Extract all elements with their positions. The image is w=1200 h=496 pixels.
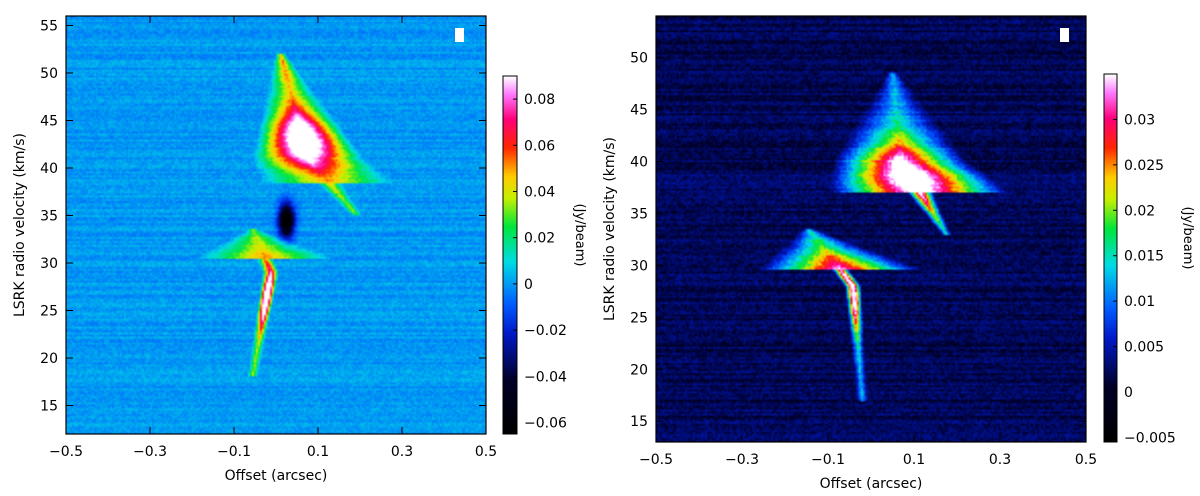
pv-panel-2: −0.5 −0.3 −0.1 0.1 0.3 0.5 15 20 25 30 35 40 45 50 Of…: [602, 15, 1195, 492]
plot-frame: [655, 15, 1087, 443]
plot-frame: [65, 15, 487, 435]
colorbar-tick-label: 0.08: [524, 92, 555, 108]
y-tick-label: 15: [630, 414, 648, 430]
x-tick-label: 0.3: [989, 452, 1011, 468]
y-tick-label: 50: [40, 66, 58, 82]
colorbar: [503, 76, 517, 434]
colorbar-tick-label: −0.04: [524, 369, 567, 385]
axis-ticks: −0.5 −0.3 −0.1 0.1 0.3 0.5 15 20 25 30 35 40 45 50: [630, 16, 1097, 468]
colorbar: [1104, 74, 1117, 442]
colorbar-label: (Jy/beam): [572, 204, 587, 267]
colorbar-tick-label: 0.01: [1124, 294, 1155, 310]
y-tick-label: 55: [40, 19, 58, 35]
y-tick-label: 50: [630, 51, 648, 67]
y-tick-label: 45: [40, 114, 58, 130]
y-tick-label: 25: [40, 304, 58, 320]
y-tick-label: 40: [40, 161, 58, 177]
x-tick-label: −0.3: [133, 444, 167, 460]
x-axis-label: Offset (arcsec): [820, 476, 923, 492]
colorbar-tick-label: 0.025: [1124, 158, 1164, 174]
y-tick-label: 40: [630, 154, 648, 170]
x-tick-label: 0.1: [307, 444, 329, 460]
y-axis-label: LSRK radio velocity (km/s): [12, 133, 28, 317]
x-tick-label: −0.3: [725, 452, 759, 468]
colorbar-tick-label: 0: [1124, 385, 1133, 401]
colorbar-tick-label: 0: [524, 277, 533, 293]
colorbar-label: (Jy/beam): [1180, 207, 1195, 270]
y-tick-label: 15: [40, 399, 58, 415]
colorbar-tick-label: 0.06: [524, 138, 555, 154]
y-tick-label: 30: [40, 256, 58, 272]
pv-diagram-image: [66, 16, 486, 434]
colorbar-ticks: 0.03 0.025 0.02 0.015 0.01 0.005 0 −0.005: [1113, 112, 1176, 446]
colorbar-tick-label: 0.04: [524, 184, 555, 200]
pv-panel-1: −0.5 −0.3 −0.1 0.1 0.3 0.5152025303540455055 …: [12, 15, 587, 484]
y-axis-label: LSRK radio velocity (km/s): [602, 137, 618, 321]
colorbar-tick-label: −0.005: [1124, 430, 1176, 446]
pv-diagram-image: [656, 16, 1086, 442]
x-tick-label: −0.1: [217, 444, 251, 460]
x-tick-label: −0.1: [811, 452, 845, 468]
colorbar-tick-label: 0.02: [524, 231, 555, 247]
x-axis-label: Offset (arcsec): [225, 468, 328, 484]
colorbar-tick-label: −0.02: [524, 323, 567, 339]
colorbar-tick-label: 0.005: [1124, 340, 1164, 356]
colorbar-tick-label: −0.06: [524, 415, 567, 431]
panel-tag-box: [455, 28, 464, 42]
x-tick-label: −0.5: [49, 444, 83, 460]
panel-tag-box: [1060, 28, 1069, 42]
colorbar-tick-label: 0.02: [1124, 203, 1155, 219]
y-tick-label: 20: [630, 362, 648, 378]
colorbar-tick-label: 0.03: [1124, 112, 1155, 128]
y-tick-label: 35: [630, 206, 648, 222]
colorbar-frame: [1103, 73, 1118, 443]
y-tick-label: 35: [40, 209, 58, 225]
axis-ticks: −0.5 −0.3 −0.1 0.1 0.3 0.5 15 20 25 30 35 40 45 50 55: [40, 16, 497, 460]
y-tick-label: 20: [40, 351, 58, 367]
y-tick-label: 45: [630, 103, 648, 119]
x-tick-label: 0.1: [903, 452, 925, 468]
colorbar-tick-label: 0.015: [1124, 249, 1164, 265]
y-tick-label: 25: [630, 310, 648, 326]
x-tick-label: 0.3: [391, 444, 413, 460]
x-tick-label: 0.5: [1075, 452, 1097, 468]
x-tick-label: 0.5: [475, 444, 497, 460]
x-tick-label: −0.5: [639, 452, 673, 468]
colorbar-frame: [502, 75, 518, 435]
y-tick-label: 30: [630, 258, 648, 274]
colorbar-ticks: 0.08 0.06 0.04 0.02 0 −0.02 −0.04 −0.06: [513, 92, 567, 431]
